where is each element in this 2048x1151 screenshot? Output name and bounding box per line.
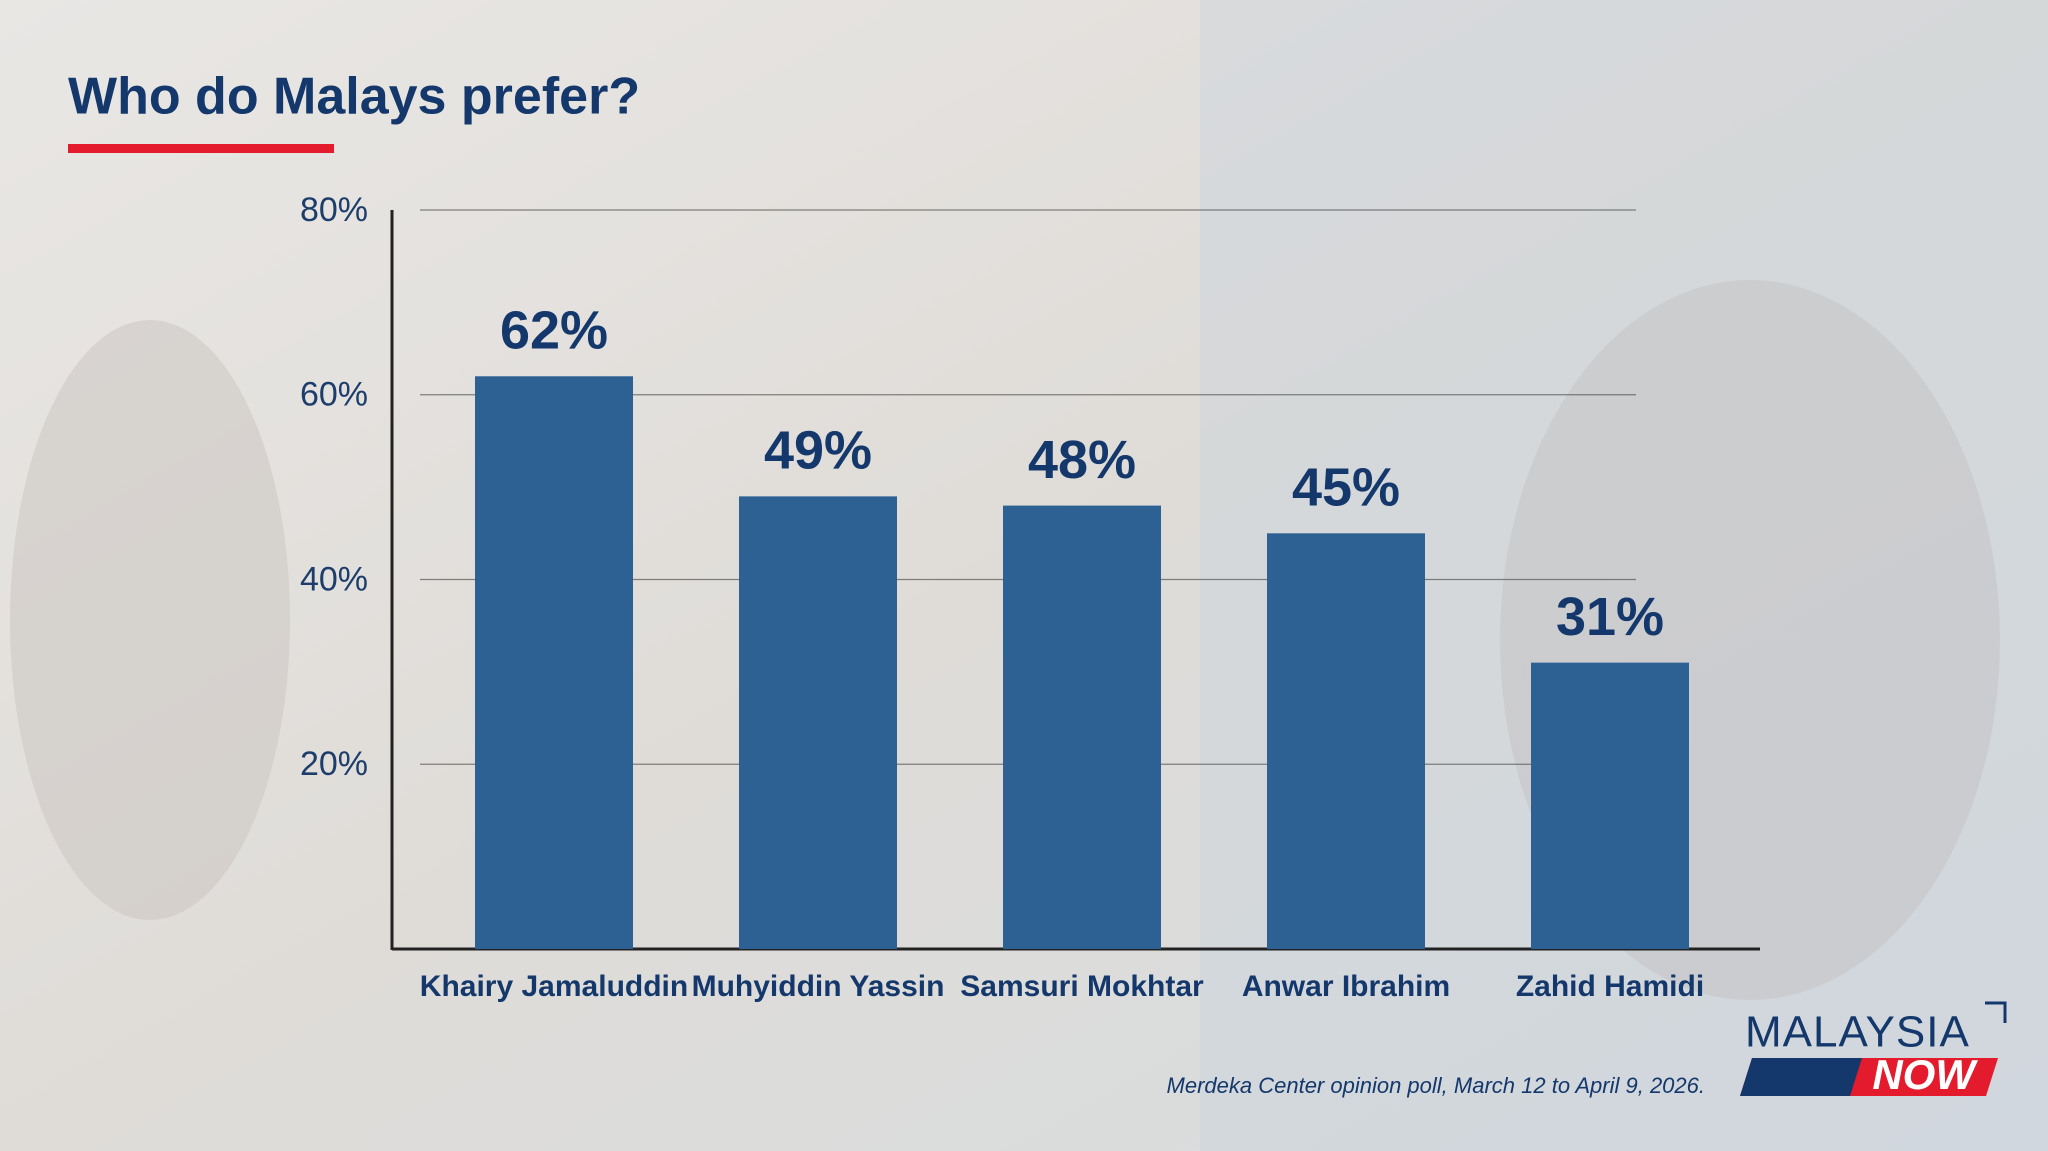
bar — [1267, 533, 1425, 949]
chart-title: Who do Malays prefer? — [68, 68, 640, 126]
bar — [1531, 662, 1689, 949]
x-tick-label: Zahid Hamidi — [1516, 970, 1704, 1003]
value-label: 49% — [764, 421, 872, 481]
y-tick-label: 20% — [300, 745, 368, 783]
bar — [739, 496, 897, 949]
title-underline — [68, 144, 334, 153]
logo-text: NOW — [1872, 1051, 1978, 1098]
value-label: 45% — [1292, 458, 1400, 518]
x-tick-label: Muhyiddin Yassin — [692, 970, 945, 1003]
x-tick-label: Samsuri Mokhtar — [960, 970, 1204, 1003]
background-figure — [10, 320, 290, 920]
x-tick-label: Anwar Ibrahim — [1242, 970, 1450, 1003]
y-tick-label: 40% — [300, 560, 368, 598]
logo-text: MALAYSIA — [1745, 1008, 1970, 1057]
bar — [1003, 505, 1161, 949]
bar — [475, 376, 633, 949]
source-note: Merdeka Center opinion poll, March 12 to… — [1167, 1073, 1705, 1098]
value-label: 62% — [500, 301, 608, 361]
y-tick-label: 80% — [300, 191, 368, 229]
x-tick-label: Khairy Jamaluddin — [420, 970, 688, 1003]
value-label: 48% — [1028, 430, 1136, 490]
logo-band — [1740, 1058, 1862, 1096]
y-tick-label: 60% — [300, 376, 368, 414]
logo-corner — [1985, 1001, 2007, 1023]
value-label: 31% — [1556, 587, 1664, 647]
